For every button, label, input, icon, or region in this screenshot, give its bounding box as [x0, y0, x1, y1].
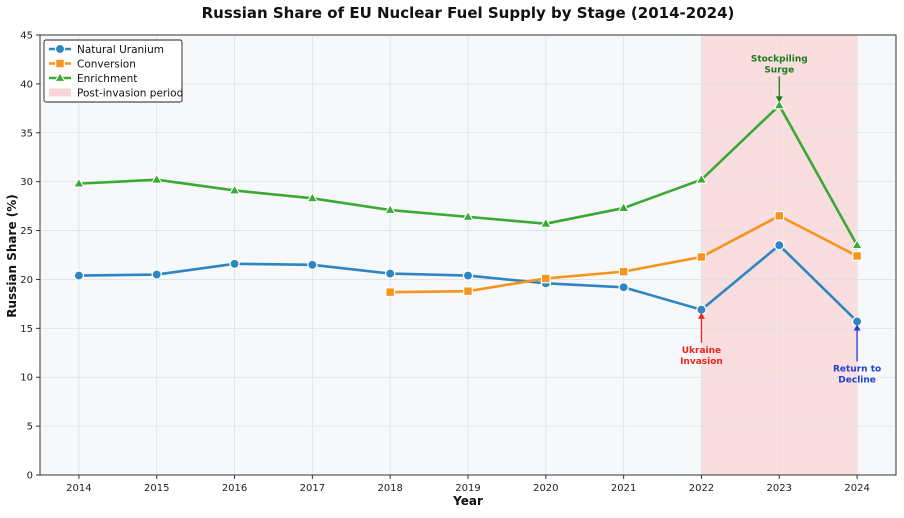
annotation-arrow-head	[775, 96, 783, 103]
natural-uranium-point	[73, 270, 85, 281]
legend-label: Natural Uranium	[77, 44, 164, 56]
series-layer	[72, 98, 864, 327]
x-tick-label: 2018	[377, 483, 402, 494]
x-tick-label: 2020	[533, 483, 558, 494]
annotation-arrow-head	[697, 312, 705, 319]
y-tick-label: 20	[20, 275, 33, 286]
legend: Natural Uranium Conversion Enrichment Post-…	[43, 39, 183, 103]
x-tick-label: 2016	[222, 483, 247, 494]
legend-entry-enrichment: Enrichment	[49, 71, 137, 85]
x-tick-label: 2019	[455, 483, 480, 494]
y-tick-label: 25	[20, 226, 33, 237]
x-tick-label: 2022	[689, 483, 714, 494]
y-tick-label: 15	[20, 324, 33, 335]
legend-patch	[49, 88, 71, 97]
enrichment-point	[617, 201, 630, 213]
enrichment-point	[773, 98, 786, 110]
series-natural-uranium	[73, 239, 863, 327]
legend-marker	[54, 71, 66, 82]
annotation-text: Return to	[833, 364, 881, 374]
y-tick-label: 10	[20, 373, 33, 384]
enrichment-point	[306, 191, 319, 203]
natural-uranium-point	[462, 270, 474, 281]
enrichment-point	[695, 173, 708, 184]
enrichment-point	[384, 203, 397, 215]
natural-uranium-point	[151, 269, 162, 280]
y-tick-label: 40	[20, 79, 33, 90]
enrichment-point	[72, 177, 85, 188]
y-tick-label: 35	[20, 128, 33, 139]
enrichment-point	[150, 173, 163, 184]
natural-uranium-point	[774, 239, 785, 251]
legend-entry-conversion: Conversion	[49, 58, 136, 70]
natural-uranium-point	[384, 268, 396, 279]
annotation-text: Surge	[764, 65, 794, 75]
natural-uranium-point	[229, 258, 240, 270]
x-tick-label: 2015	[144, 483, 169, 494]
enrichment-point	[228, 184, 241, 195]
x-tick-label: 2024	[844, 483, 869, 494]
x-tick-label: 2021	[611, 483, 636, 494]
ticks: 0 5 10 15 20 25 30 35 40 45 2014 2015 2016 2017 2018 20…	[20, 31, 870, 495]
conversion-point	[385, 287, 396, 298]
annotation-text: Stockpiling	[751, 54, 808, 64]
y-axis-title: Russian Share (%)	[5, 194, 19, 318]
legend-marker	[54, 43, 66, 55]
conversion-point	[696, 252, 707, 262]
natural-uranium-point	[618, 282, 629, 293]
conversion-point	[540, 273, 551, 284]
y-tick-label: 0	[27, 471, 33, 482]
x-axis-title: Year	[452, 494, 483, 508]
y-tick-label: 45	[20, 31, 33, 42]
legend-label: Enrichment	[77, 73, 137, 85]
conversion-point	[463, 286, 473, 297]
y-tick-label: 30	[20, 177, 33, 188]
enrichment-point	[462, 210, 474, 221]
x-tick-label: 2017	[300, 483, 325, 494]
natural-uranium-point	[307, 259, 318, 271]
legend-label: Conversion	[77, 58, 136, 70]
enrichment-point	[851, 238, 864, 250]
conversion-point	[618, 266, 629, 277]
chart-title: Russian Share of EU Nuclear Fuel Supply …	[202, 4, 735, 22]
annotation-arrow-head	[853, 324, 861, 331]
conversion-point	[774, 210, 785, 221]
annotation-text: Invasion	[680, 357, 723, 367]
series-conversion	[385, 210, 862, 298]
annotation-text: Ukraine	[682, 346, 721, 356]
x-tick-label: 2014	[66, 483, 91, 494]
legend-entry-post-invasion-period: Post-invasion period	[49, 87, 183, 99]
series-enrichment	[72, 98, 864, 250]
legend-box	[43, 39, 183, 103]
conversion-point	[852, 251, 862, 261]
legend-marker	[55, 58, 65, 69]
y-tick-label: 5	[27, 422, 33, 433]
legend-label: Post-invasion period	[77, 87, 183, 99]
x-tick-label: 2023	[767, 483, 792, 494]
enrichment-point	[539, 217, 552, 228]
annotation-text: Decline	[838, 375, 876, 385]
legend-entry-natural-uranium: Natural Uranium	[49, 43, 164, 56]
